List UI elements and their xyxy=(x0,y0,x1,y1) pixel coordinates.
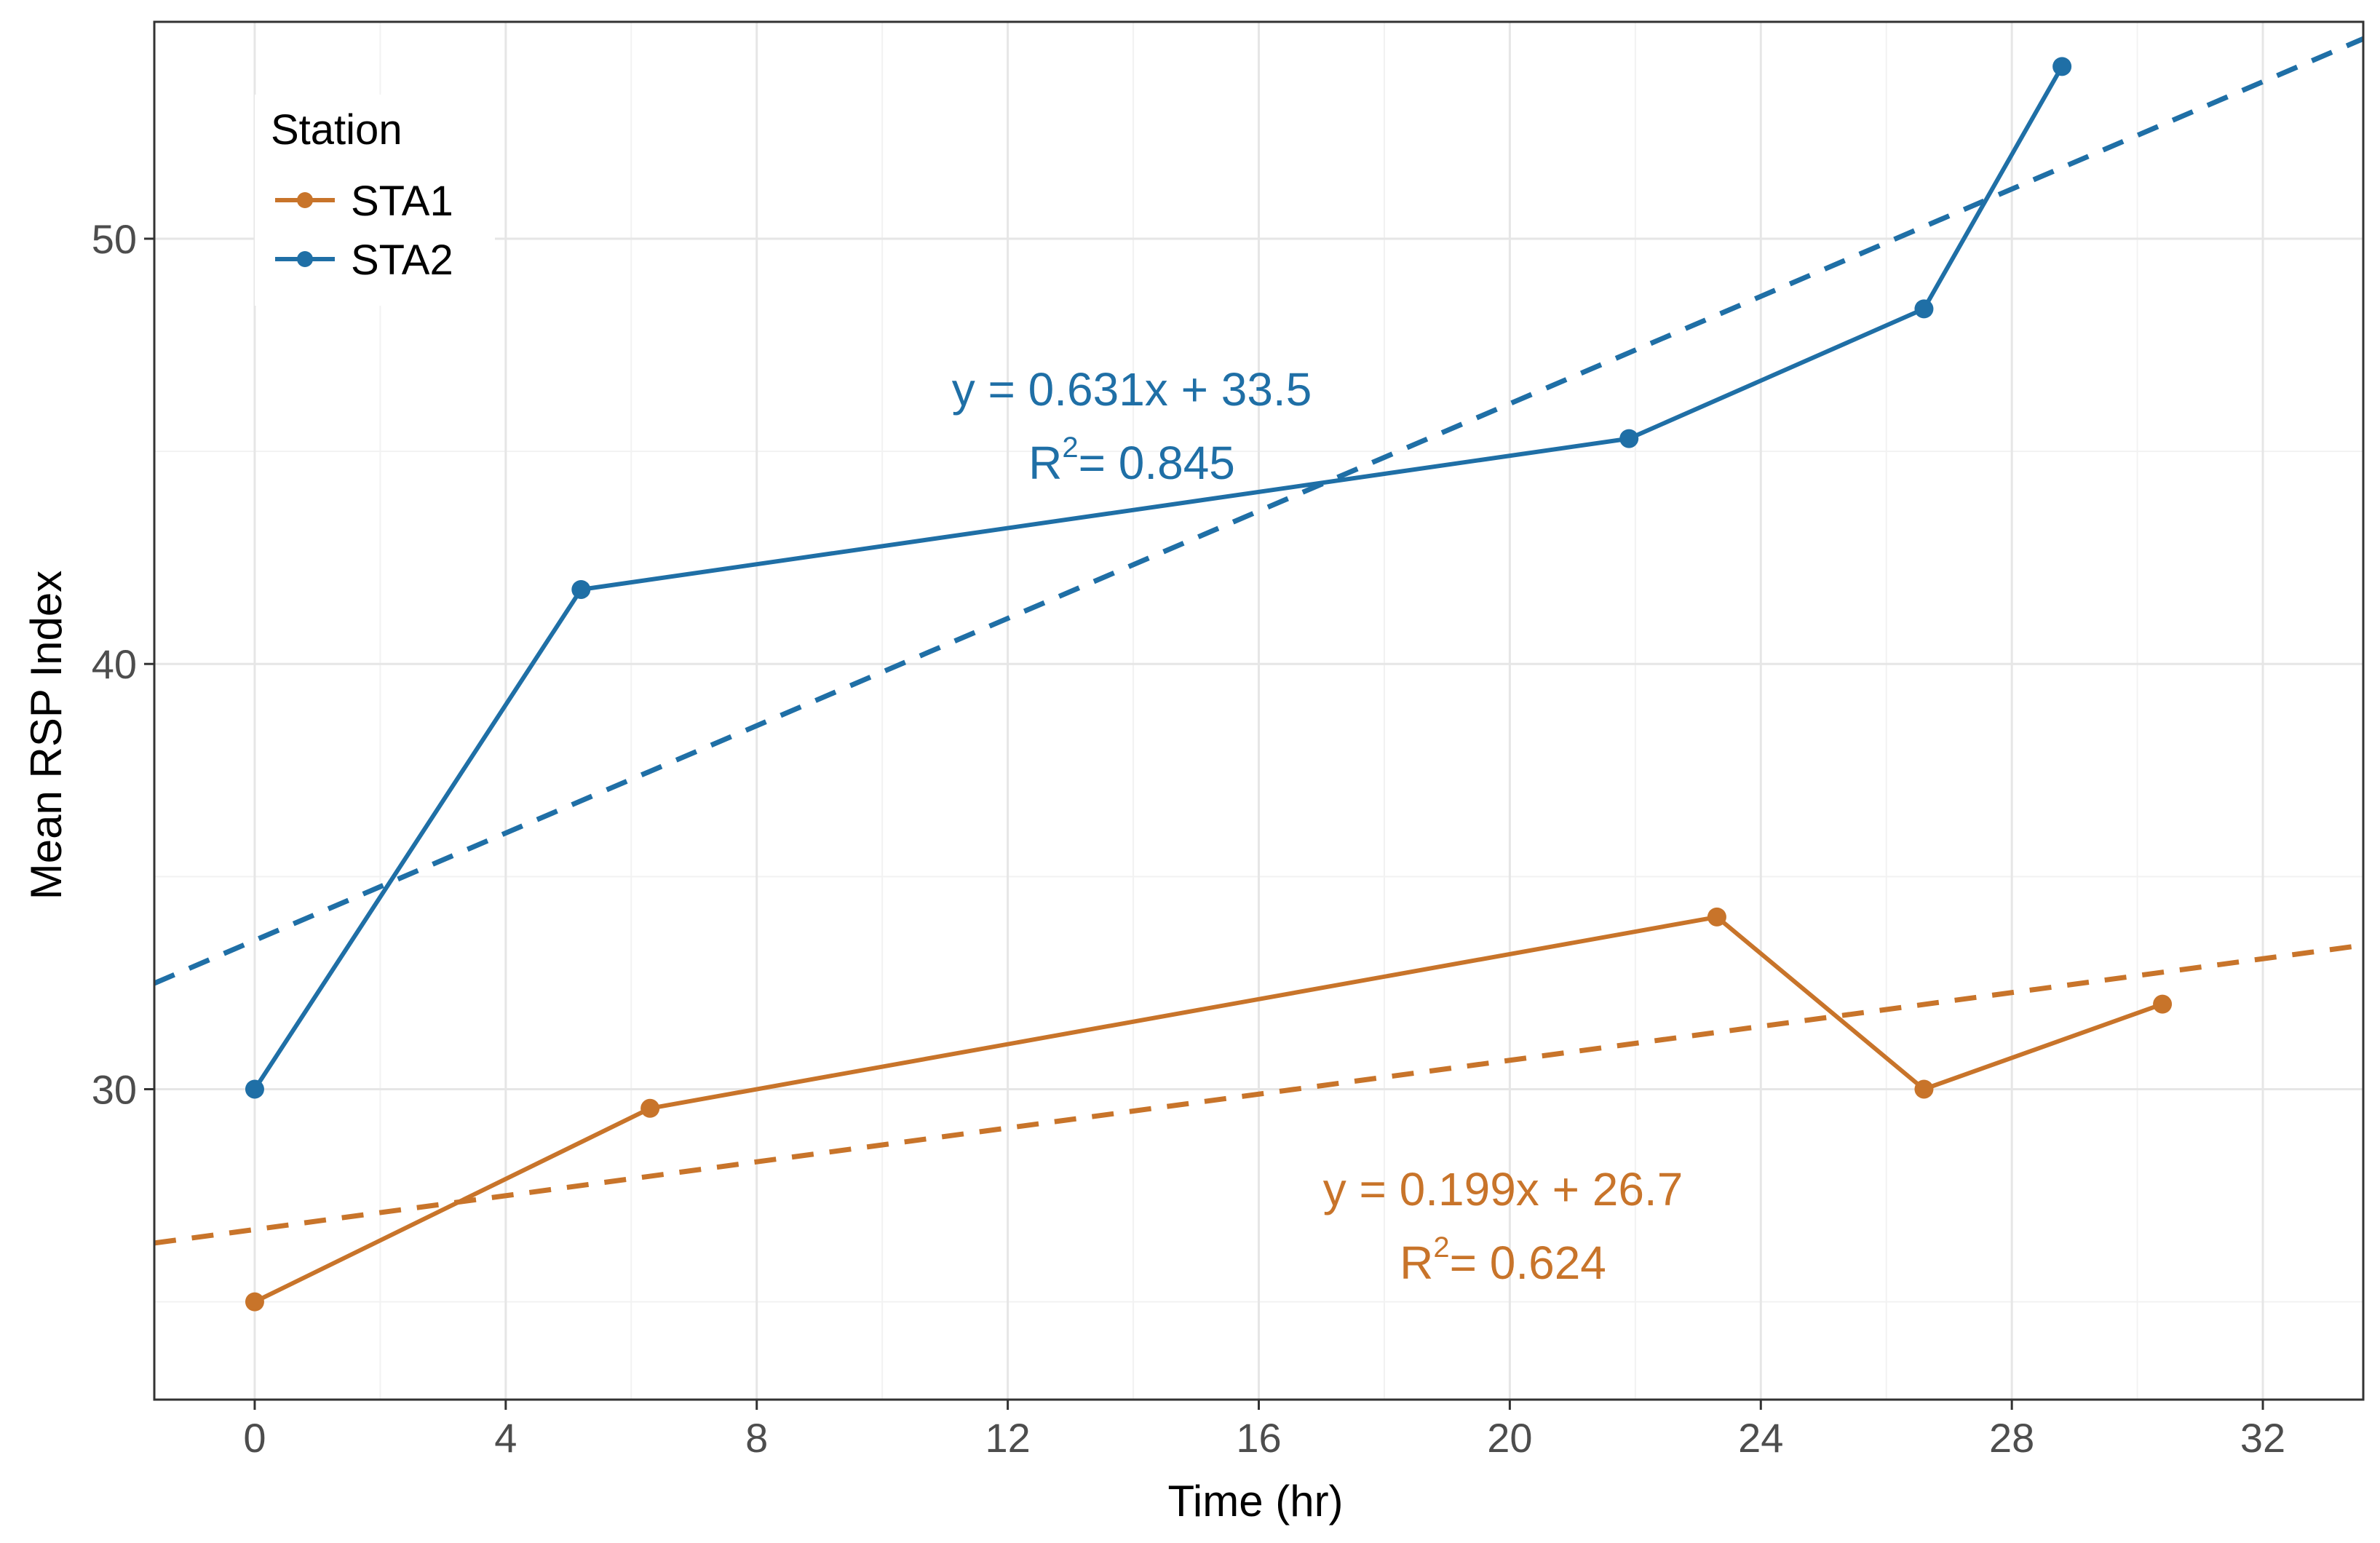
trend-line-sta1 xyxy=(154,943,2364,1246)
y-axis-ticks: 30 40 50 xyxy=(92,216,154,1112)
x-tick-label: 12 xyxy=(985,1415,1030,1461)
x-axis-title: Time (hr) xyxy=(1167,1477,1343,1526)
x-tick-label: 28 xyxy=(1989,1415,2034,1461)
data-point-sta1 xyxy=(245,1292,264,1312)
x-tick-label: 24 xyxy=(1738,1415,1783,1461)
legend-item-sta2: STA2 xyxy=(275,237,453,284)
x-tick-label: 4 xyxy=(494,1415,517,1461)
grid xyxy=(154,22,2363,1400)
data-point-sta1 xyxy=(1914,1079,1934,1099)
data-point-sta2 xyxy=(571,579,591,599)
trend-r2-superscript-sta1: 2 xyxy=(1433,1231,1449,1264)
data-point-sta2 xyxy=(245,1079,264,1099)
legend-label-sta1: STA1 xyxy=(351,178,453,225)
trend-r2-superscript-sta2: 2 xyxy=(1062,432,1078,464)
trend-equation-sta2: y = 0.631x + 33.5 xyxy=(952,363,1312,416)
legend-key-point-sta1 xyxy=(297,192,313,208)
trend-r2-prefix-sta2: R xyxy=(1028,437,1062,489)
data-point-sta1 xyxy=(640,1098,660,1118)
legend-title: Station xyxy=(271,106,402,154)
legend-key-point-sta2 xyxy=(297,251,313,267)
trend-r2-prefix-sta1: R xyxy=(1400,1237,1433,1289)
x-tick-label: 32 xyxy=(2240,1415,2285,1461)
legend-label-sta2: STA2 xyxy=(351,237,453,284)
y-tick-label: 50 xyxy=(92,216,137,262)
trend-r2-value-sta1: = 0.624 xyxy=(1450,1237,1606,1289)
x-tick-label: 8 xyxy=(745,1415,768,1461)
y-tick-label: 30 xyxy=(92,1066,137,1112)
trend-equation-sta1: y = 0.199x + 26.7 xyxy=(1323,1163,1683,1215)
trend-r2-sta1: R2= 0.624 xyxy=(1400,1231,1606,1289)
trend-lines xyxy=(153,36,2365,1246)
trend-annotation-sta1: y = 0.199x + 26.7 R2= 0.624 xyxy=(1323,1163,1683,1289)
x-tick-label: 0 xyxy=(243,1415,266,1461)
data-point-sta2 xyxy=(2052,57,2072,76)
data-points xyxy=(245,57,2173,1312)
legend: Station STA1 STA2 xyxy=(255,95,495,306)
trend-r2-sta2: R2= 0.845 xyxy=(1028,432,1235,489)
data-point-sta2 xyxy=(1914,299,1934,319)
data-point-sta2 xyxy=(1619,429,1639,448)
y-tick-label: 40 xyxy=(92,641,137,687)
y-axis-title: Mean RSP Index xyxy=(22,571,71,900)
x-axis-ticks: 0 4 8 12 16 20 24 28 32 xyxy=(243,1400,2285,1461)
legend-item-sta1: STA1 xyxy=(275,178,453,225)
data-point-sta1 xyxy=(1707,907,1726,927)
x-tick-label: 16 xyxy=(1236,1415,1281,1461)
trend-annotation-sta2: y = 0.631x + 33.5 R2= 0.845 xyxy=(952,363,1312,489)
data-point-sta1 xyxy=(2153,994,2173,1014)
trend-r2-value-sta2: = 0.845 xyxy=(1079,437,1235,489)
x-tick-label: 20 xyxy=(1487,1415,1532,1461)
